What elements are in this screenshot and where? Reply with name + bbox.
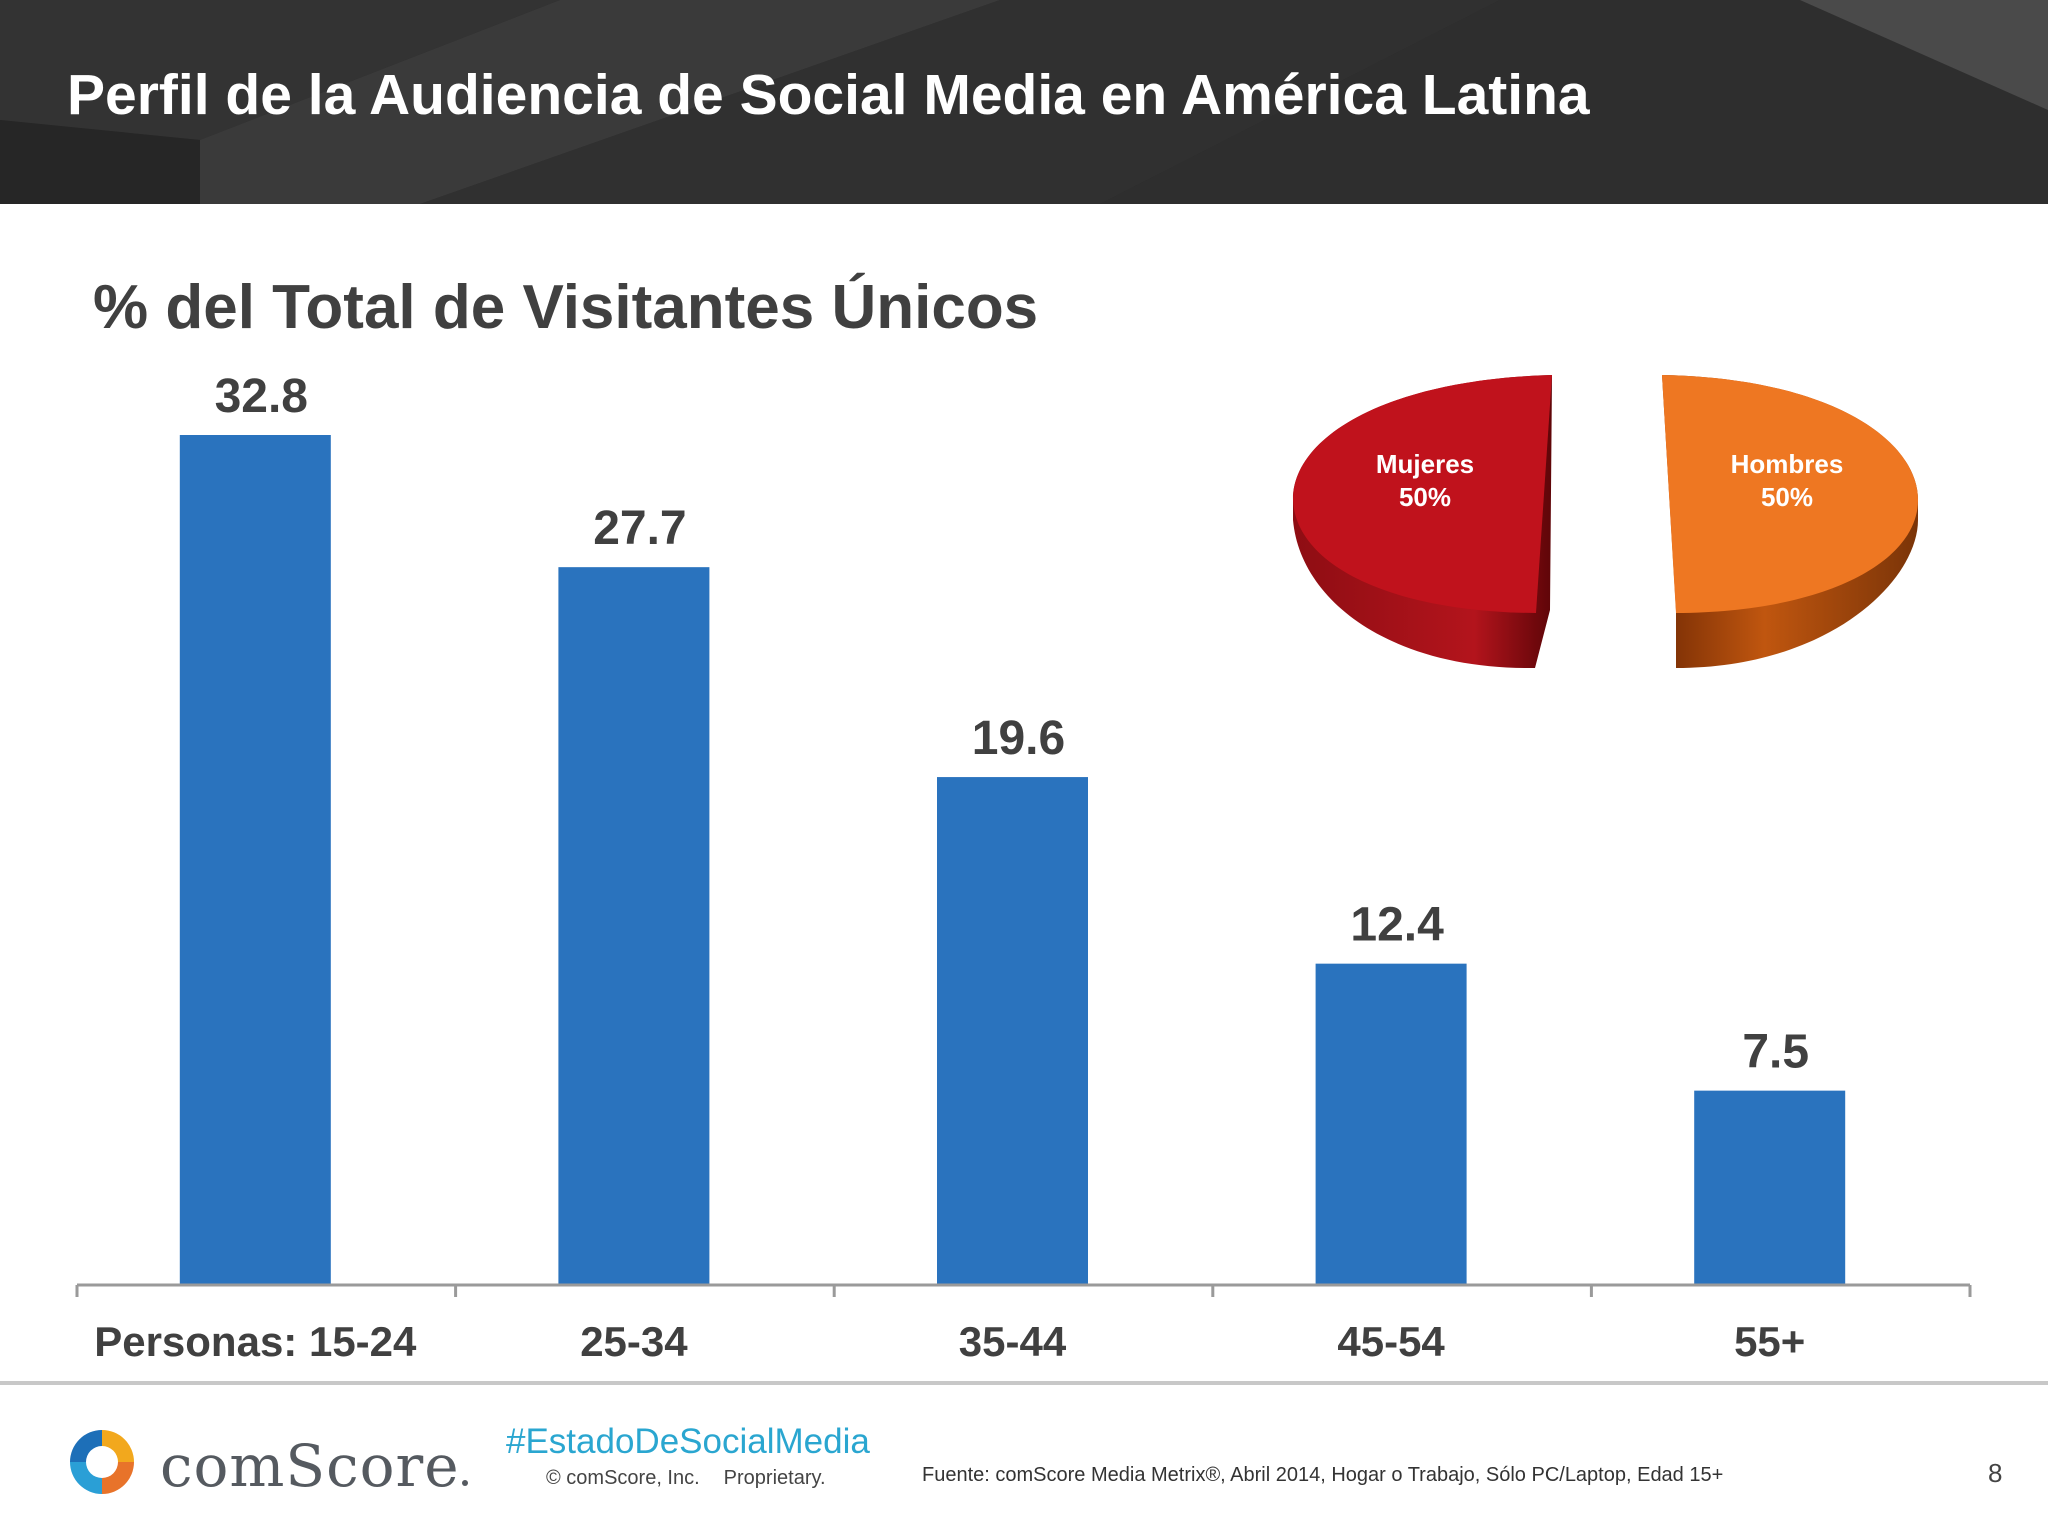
bar-4 [1694, 1090, 1846, 1285]
pie-label-hombres: Hombres [1731, 449, 1844, 479]
page-number: 8 [1988, 1458, 2003, 1488]
bar-value-label-3: 12.4 [1350, 899, 1444, 952]
pie-value-hombres: 50% [1761, 482, 1813, 512]
header-background-shapes [0, 0, 2048, 204]
bar-chart: 32.8 27.7 19.6 12.4 7.5 Personas: 15-24 25-34… [75, 370, 1972, 1365]
source-note: Fuente: comScore Media Metrix®, Abril 20… [922, 1464, 1724, 1486]
x-tick-label-2: 35-44 [959, 1318, 1067, 1365]
copyright-text: © comScore, Inc. [546, 1467, 700, 1489]
bar-value-label-0: 32.8 [215, 370, 308, 423]
gender-pie-chart: Mujeres 50% Hombres 50% [1292, 375, 1918, 669]
bar-2 [937, 777, 1088, 1285]
proprietary-text: Proprietary. [723, 1467, 826, 1489]
bar-value-label-4: 7.5 [1742, 1026, 1809, 1079]
bar-value-label-2: 19.6 [972, 712, 1065, 765]
pie-slice-hombres [1662, 375, 1918, 613]
hashtag: #EstadoDeSocialMedia [506, 1422, 870, 1461]
bar-3 [1315, 963, 1467, 1285]
bar-value-label-1: 27.7 [593, 502, 686, 555]
x-tick-label-1: 25-34 [580, 1318, 688, 1365]
copyright-notice: © comScore, Inc. Proprietary. [546, 1467, 826, 1490]
chart-title: % del Total de Visitantes Únicos [93, 273, 1039, 342]
bars-group: 32.8 27.7 19.6 12.4 7.5 [179, 370, 1846, 1285]
x-tick-label-3: 45-54 [1337, 1318, 1445, 1365]
footer-divider [0, 1381, 2048, 1385]
pie-value-mujeres: 50% [1399, 482, 1451, 512]
slide-header: Perfil de la Audiencia de Social Media e… [0, 0, 2048, 204]
brand-logo-text: comScore [160, 1432, 468, 1500]
pie-slice-mujeres [1292, 375, 1552, 613]
bar-1 [558, 567, 710, 1285]
comscore-logo-icon [70, 1430, 134, 1494]
x-tick-label-4: 55+ [1734, 1318, 1805, 1365]
slide-footer [0, 1385, 2048, 1536]
x-axis: Personas: 15-24 25-34 35-44 45-54 55+ [75, 1283, 1972, 1365]
bar-0 [179, 435, 331, 1285]
brand-name: comScore [160, 1432, 460, 1500]
slide-title: Perfil de la Audiencia de Social Media e… [67, 63, 1590, 127]
x-tick-label-0: Personas: 15-24 [94, 1318, 417, 1365]
pie-label-mujeres: Mujeres [1376, 449, 1474, 479]
